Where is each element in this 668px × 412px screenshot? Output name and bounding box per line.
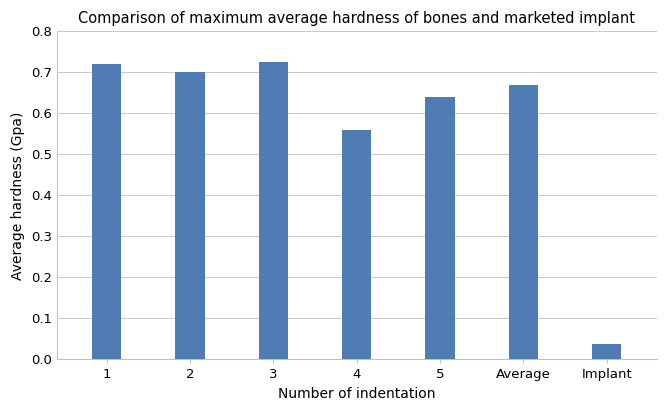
Bar — [92, 64, 121, 359]
Bar — [593, 344, 621, 359]
Bar — [426, 97, 455, 359]
Bar — [509, 85, 538, 359]
X-axis label: Number of indentation: Number of indentation — [278, 387, 436, 401]
Bar — [342, 130, 371, 359]
Y-axis label: Average hardness (Gpa): Average hardness (Gpa) — [11, 111, 25, 280]
Title: Comparison of maximum average hardness of bones and marketed implant: Comparison of maximum average hardness o… — [78, 11, 635, 26]
Bar — [175, 73, 204, 359]
Bar — [259, 62, 288, 359]
